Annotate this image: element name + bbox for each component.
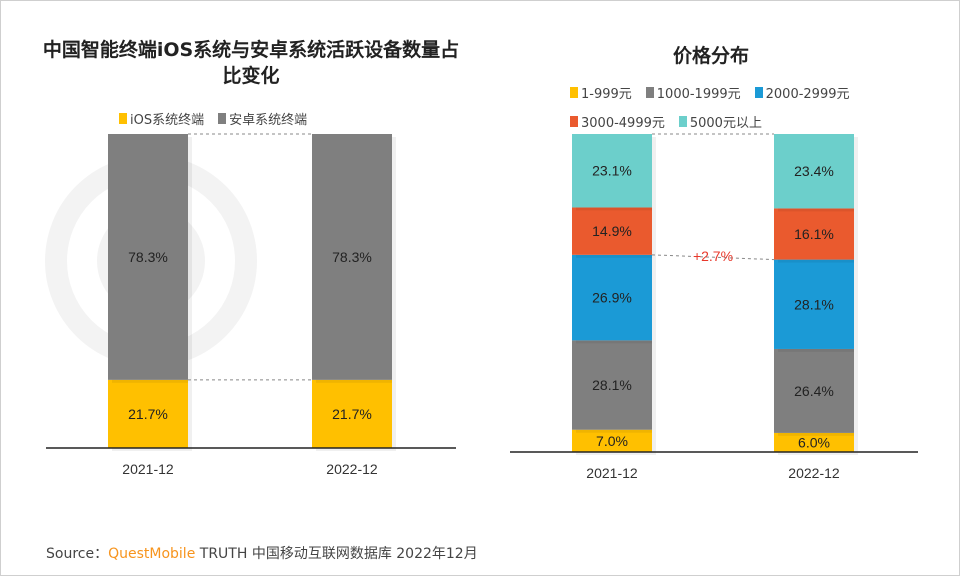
bar-segment	[572, 207, 652, 255]
data-label: 26.9%	[592, 290, 632, 306]
legend-swatch	[645, 87, 654, 98]
data-label: 16.1%	[794, 226, 834, 242]
bar-segment	[572, 134, 652, 208]
legend-item: 1000-1999元	[645, 83, 741, 102]
right-chart-title: 价格分布	[672, 45, 749, 67]
legend-label: iOS系统终端	[130, 113, 205, 128]
data-label: 21.7%	[128, 406, 168, 422]
legend-item: 5000元以上	[678, 112, 762, 131]
legend-swatch	[570, 87, 578, 98]
legend-item: 2000-2999元	[754, 83, 850, 102]
left-chart-title: 中国智能终端iOS系统与安卓系统活跃设备数量占比变化	[42, 39, 460, 87]
legend-swatch	[119, 113, 127, 124]
data-label: 78.3%	[332, 249, 372, 265]
data-label: 14.9%	[592, 223, 632, 239]
legend-label: 1000-1999元	[656, 87, 741, 102]
data-label: 26.4%	[794, 383, 834, 399]
source-text: TRUTH 中国移动互联网数据库 2022年12月	[195, 546, 478, 562]
legend-label: 1-999元	[581, 87, 632, 102]
dashed-connector	[651, 254, 775, 261]
bar-segment	[312, 134, 392, 380]
left-legend: iOS系统终端 安卓系统终端	[119, 109, 439, 128]
x-tick-label: 2021-12	[122, 461, 174, 477]
bar-segment	[572, 254, 652, 341]
legend-label: 3000-4999元	[581, 116, 665, 131]
legend-swatch	[218, 113, 227, 124]
bar-segment	[572, 340, 652, 430]
legend-swatch	[678, 116, 687, 127]
source-label: Source：	[46, 546, 109, 562]
x-tick-label: 2022-12	[788, 465, 840, 481]
legend-item: 安卓系统终端	[218, 109, 307, 128]
data-label: 28.1%	[592, 377, 632, 393]
legend-label: 2000-2999元	[765, 87, 850, 102]
legend-label: 安卓系统终端	[229, 113, 308, 128]
bar-segment	[774, 134, 854, 209]
change-annotation: +2.7%	[693, 248, 733, 264]
x-tick-label: 2022-12	[326, 461, 378, 477]
bar-segment	[774, 432, 854, 452]
legend-swatch	[570, 116, 578, 127]
bar-segment	[572, 429, 652, 452]
bar-segment	[774, 348, 854, 433]
data-label: 7.0%	[596, 433, 628, 449]
data-label: 28.1%	[794, 296, 834, 312]
right-legend: 1-999元 1000-1999元 2000-2999元 3000-4999元 5000…	[570, 83, 900, 131]
legend-label: 5000元以上	[689, 116, 762, 131]
data-label: 23.4%	[794, 163, 834, 179]
source-brand: QuestMobile	[108, 546, 196, 562]
data-label: 78.3%	[128, 249, 168, 265]
data-label: 23.1%	[592, 163, 632, 179]
data-label: 21.7%	[332, 406, 372, 422]
legend-swatch	[754, 87, 763, 98]
data-label: 6.0%	[798, 434, 830, 450]
bar-segment	[108, 134, 188, 380]
bar-segment	[774, 259, 854, 349]
legend-item: iOS系统终端	[119, 109, 204, 128]
bar-segment	[774, 208, 854, 260]
x-tick-label: 2021-12	[586, 465, 638, 481]
bar-segment	[108, 379, 188, 448]
bar-segment	[312, 379, 392, 448]
source-note: Source：QuestMobile TRUTH 中国移动互联网数据库 2022…	[46, 543, 478, 563]
legend-item: 1-999元	[570, 83, 632, 102]
legend-item: 3000-4999元	[570, 112, 665, 131]
